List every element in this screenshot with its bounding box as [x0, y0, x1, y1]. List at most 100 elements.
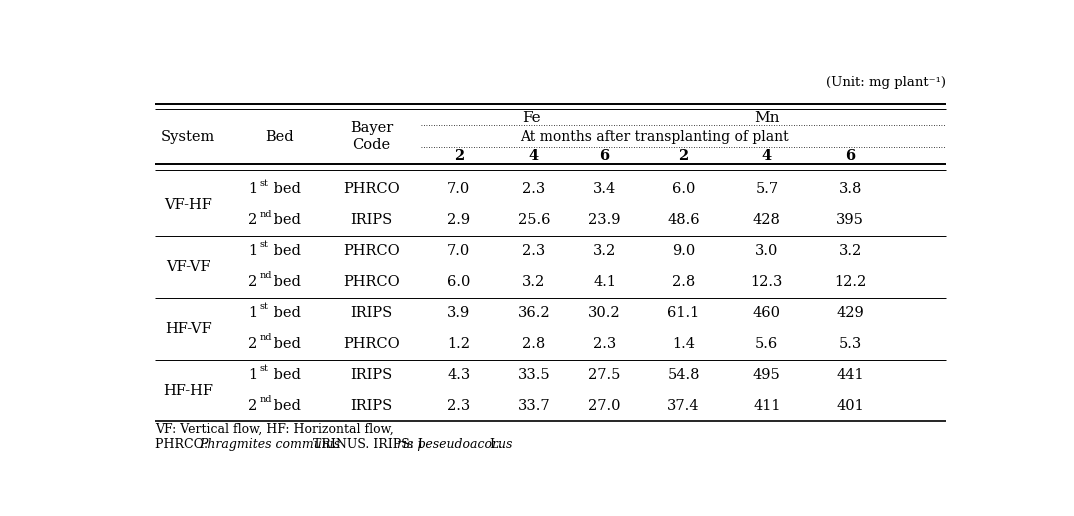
Text: 23.9: 23.9 — [589, 214, 621, 228]
Text: 3.2: 3.2 — [839, 244, 861, 259]
Text: VF: Vertical flow, HF: Horizontal flow,: VF: Vertical flow, HF: Horizontal flow, — [155, 423, 394, 436]
Text: VF-HF: VF-HF — [164, 198, 213, 212]
Text: 2: 2 — [453, 150, 464, 164]
Text: Fe: Fe — [522, 110, 541, 124]
Text: System: System — [161, 130, 216, 143]
Text: IRIPS: IRIPS — [350, 306, 393, 320]
Text: 2.9: 2.9 — [447, 214, 470, 228]
Text: 2: 2 — [679, 150, 688, 164]
Text: 3.4: 3.4 — [593, 183, 616, 197]
Text: 25.6: 25.6 — [518, 214, 550, 228]
Text: 2.8: 2.8 — [522, 337, 546, 351]
Text: 4: 4 — [761, 150, 772, 164]
Text: (Unit: mg plant⁻¹): (Unit: mg plant⁻¹) — [826, 76, 946, 89]
Text: At months after transplanting of plant: At months after transplanting of plant — [520, 131, 788, 144]
Text: IRIPS: IRIPS — [350, 368, 393, 382]
Text: bed: bed — [270, 368, 301, 382]
Text: 2.8: 2.8 — [672, 275, 695, 289]
Text: 1: 1 — [248, 368, 258, 382]
Text: 2.3: 2.3 — [593, 337, 616, 351]
Text: 6.0: 6.0 — [672, 183, 695, 197]
Text: L.: L. — [487, 438, 503, 450]
Text: 3.0: 3.0 — [755, 244, 779, 259]
Text: HF-VF: HF-VF — [165, 321, 212, 336]
Text: 495: 495 — [753, 368, 781, 382]
Text: Phragmites communis: Phragmites communis — [200, 438, 340, 450]
Text: 3.8: 3.8 — [839, 183, 861, 197]
Text: 5.6: 5.6 — [755, 337, 779, 351]
Text: 36.2: 36.2 — [518, 306, 550, 320]
Text: VF-VF: VF-VF — [166, 260, 211, 274]
Text: 2.3: 2.3 — [522, 183, 546, 197]
Text: 2.3: 2.3 — [447, 399, 470, 413]
Text: 3.9: 3.9 — [447, 306, 470, 320]
Text: 2: 2 — [248, 275, 258, 289]
Text: 12.3: 12.3 — [751, 275, 783, 289]
Text: 7.0: 7.0 — [447, 244, 470, 259]
Text: 1: 1 — [248, 183, 258, 197]
Text: 2: 2 — [248, 214, 258, 228]
Text: 6: 6 — [845, 150, 855, 164]
Text: 1: 1 — [248, 244, 258, 259]
Text: IRIPS: IRIPS — [350, 399, 393, 413]
Text: 5.7: 5.7 — [755, 183, 779, 197]
Text: 27.5: 27.5 — [589, 368, 621, 382]
Text: IRIPS: IRIPS — [350, 214, 393, 228]
Text: 4: 4 — [528, 150, 539, 164]
Text: nd: nd — [259, 271, 272, 280]
Text: 6.0: 6.0 — [447, 275, 470, 289]
Text: st: st — [259, 302, 268, 311]
Text: 33.7: 33.7 — [518, 399, 550, 413]
Text: Bed: Bed — [265, 130, 294, 143]
Text: ris peseudoacorus: ris peseudoacorus — [397, 438, 512, 450]
Text: 3.2: 3.2 — [522, 275, 546, 289]
Text: st: st — [259, 240, 268, 249]
Text: 54.8: 54.8 — [667, 368, 700, 382]
Text: 30.2: 30.2 — [589, 306, 621, 320]
Text: 48.6: 48.6 — [667, 214, 700, 228]
Text: st: st — [259, 179, 268, 188]
Text: 395: 395 — [837, 214, 863, 228]
Text: 411: 411 — [753, 399, 781, 413]
Text: 460: 460 — [753, 306, 781, 320]
Text: 429: 429 — [837, 306, 863, 320]
Text: st: st — [259, 364, 268, 373]
Text: 6: 6 — [599, 150, 610, 164]
Text: 5.3: 5.3 — [839, 337, 861, 351]
Text: 428: 428 — [753, 214, 781, 228]
Text: bed: bed — [270, 306, 301, 320]
Text: 4.3: 4.3 — [447, 368, 470, 382]
Text: bed: bed — [270, 337, 301, 351]
Text: bed: bed — [270, 183, 301, 197]
Text: PHRCO:: PHRCO: — [155, 438, 213, 450]
Text: Mn: Mn — [754, 110, 780, 124]
Text: 4.1: 4.1 — [593, 275, 616, 289]
Text: nd: nd — [259, 333, 272, 342]
Text: 9.0: 9.0 — [672, 244, 695, 259]
Text: PHRCO: PHRCO — [343, 183, 400, 197]
Text: 37.4: 37.4 — [667, 399, 700, 413]
Text: TRINUS. IRIPS: I: TRINUS. IRIPS: I — [308, 438, 422, 450]
Text: 1.2: 1.2 — [448, 337, 470, 351]
Text: 27.0: 27.0 — [589, 399, 621, 413]
Text: 3.2: 3.2 — [593, 244, 616, 259]
Text: 1.4: 1.4 — [672, 337, 695, 351]
Text: 33.5: 33.5 — [518, 368, 550, 382]
Text: 441: 441 — [837, 368, 863, 382]
Text: PHRCO: PHRCO — [343, 275, 400, 289]
Text: nd: nd — [259, 209, 272, 218]
Text: 2: 2 — [248, 337, 258, 351]
Text: nd: nd — [259, 395, 272, 404]
Text: 401: 401 — [837, 399, 863, 413]
Text: bed: bed — [270, 244, 301, 259]
Text: 7.0: 7.0 — [447, 183, 470, 197]
Text: bed: bed — [270, 399, 301, 413]
Text: 2: 2 — [248, 399, 258, 413]
Text: 12.2: 12.2 — [833, 275, 867, 289]
Text: 1: 1 — [248, 306, 258, 320]
Text: 61.1: 61.1 — [667, 306, 700, 320]
Text: 2.3: 2.3 — [522, 244, 546, 259]
Text: PHRCO: PHRCO — [343, 337, 400, 351]
Text: Bayer
Code: Bayer Code — [350, 121, 393, 152]
Text: bed: bed — [270, 275, 301, 289]
